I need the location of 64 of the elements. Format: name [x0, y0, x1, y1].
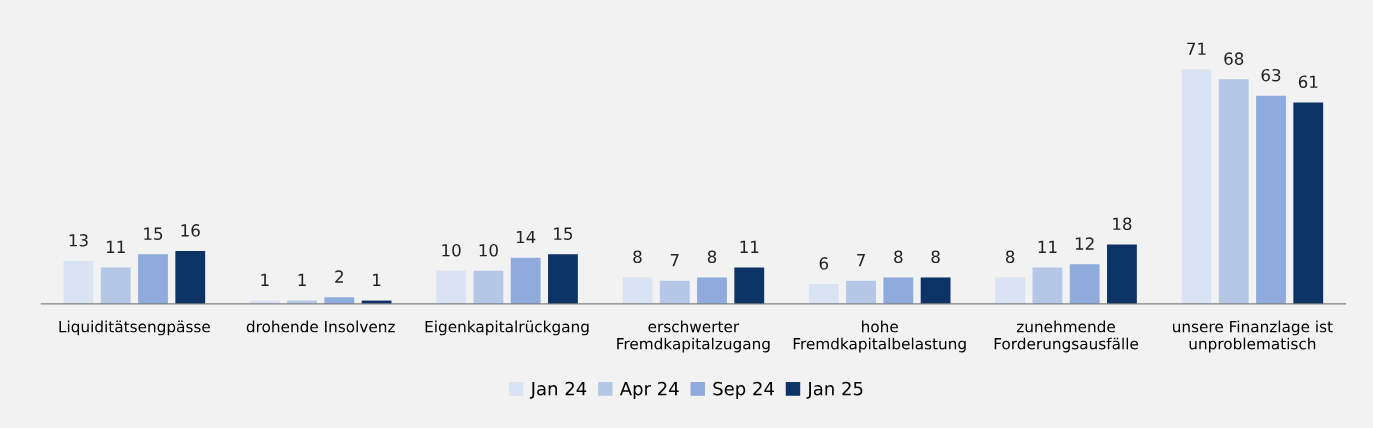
data-label: 6	[819, 257, 829, 270]
data-label: 63	[1261, 68, 1281, 82]
bar	[1069, 264, 1100, 304]
x-tick-label: unsere Finanzlage ist unproblematisch	[1173, 320, 1333, 353]
bar	[324, 297, 355, 304]
data-label: 15	[554, 227, 573, 240]
data-label: 7	[670, 254, 679, 267]
data-label: 10	[479, 243, 498, 257]
bar	[138, 254, 168, 304]
x-tick-label: erschwerter Fremdkapitalzugang	[617, 320, 770, 353]
data-label: 8	[894, 250, 903, 264]
data-label: 71	[1187, 42, 1206, 55]
data-label: 16	[181, 224, 200, 237]
bar	[697, 277, 727, 304]
bar	[548, 254, 578, 304]
bar	[622, 277, 653, 304]
data-label: 15	[144, 227, 163, 240]
data-label: 61	[1298, 75, 1318, 89]
data-label: 1	[298, 273, 306, 286]
x-tick-label: Liquiditätsengpässe	[59, 320, 210, 336]
data-label: 13	[69, 234, 88, 247]
data-label: 8	[931, 250, 940, 264]
bar	[1256, 95, 1286, 304]
x-tick-label: zunehmende Forderungsausfälle	[994, 320, 1139, 353]
data-label: 10	[442, 243, 461, 257]
bar	[995, 277, 1026, 304]
bar	[63, 260, 94, 304]
bar	[808, 284, 839, 304]
bar	[473, 270, 504, 304]
data-label: 12	[1075, 237, 1094, 250]
x-tick-label: hohe Fremdkapitalbelastung	[793, 320, 966, 353]
data-label: 2	[335, 270, 343, 283]
bar	[510, 257, 541, 304]
data-label: 8	[1005, 250, 1015, 264]
legend-label: Apr 24	[619, 381, 679, 399]
bar	[734, 267, 765, 304]
bar	[1032, 267, 1063, 304]
legend-label: Jan 24	[529, 381, 587, 399]
bar	[659, 280, 690, 304]
bar	[883, 277, 914, 304]
bar	[1181, 69, 1212, 304]
legend-label: Sep 24	[713, 381, 774, 399]
bar	[846, 280, 876, 304]
legend-label: Jan 25	[806, 381, 863, 399]
data-label: 14	[516, 230, 536, 244]
data-label: 11	[106, 240, 125, 253]
data-label: 8	[707, 250, 717, 264]
data-label: 18	[1113, 217, 1132, 231]
data-label: 8	[633, 250, 642, 264]
bar	[1218, 79, 1249, 304]
data-label: 11	[1038, 240, 1057, 253]
bar	[1107, 244, 1137, 304]
data-label: 1	[261, 273, 269, 286]
data-label: 1	[373, 273, 381, 286]
bar	[100, 267, 131, 304]
bar	[1293, 102, 1324, 304]
bar	[175, 251, 206, 304]
data-label: 7	[857, 254, 865, 267]
data-label: 68	[1224, 52, 1244, 65]
bar	[436, 270, 467, 304]
data-label: 11	[740, 240, 759, 253]
bar	[920, 277, 951, 304]
x-tick-label: Eigenkapitalrückgang	[425, 320, 589, 336]
x-tick-label: drohende Insolvenz	[246, 320, 395, 333]
